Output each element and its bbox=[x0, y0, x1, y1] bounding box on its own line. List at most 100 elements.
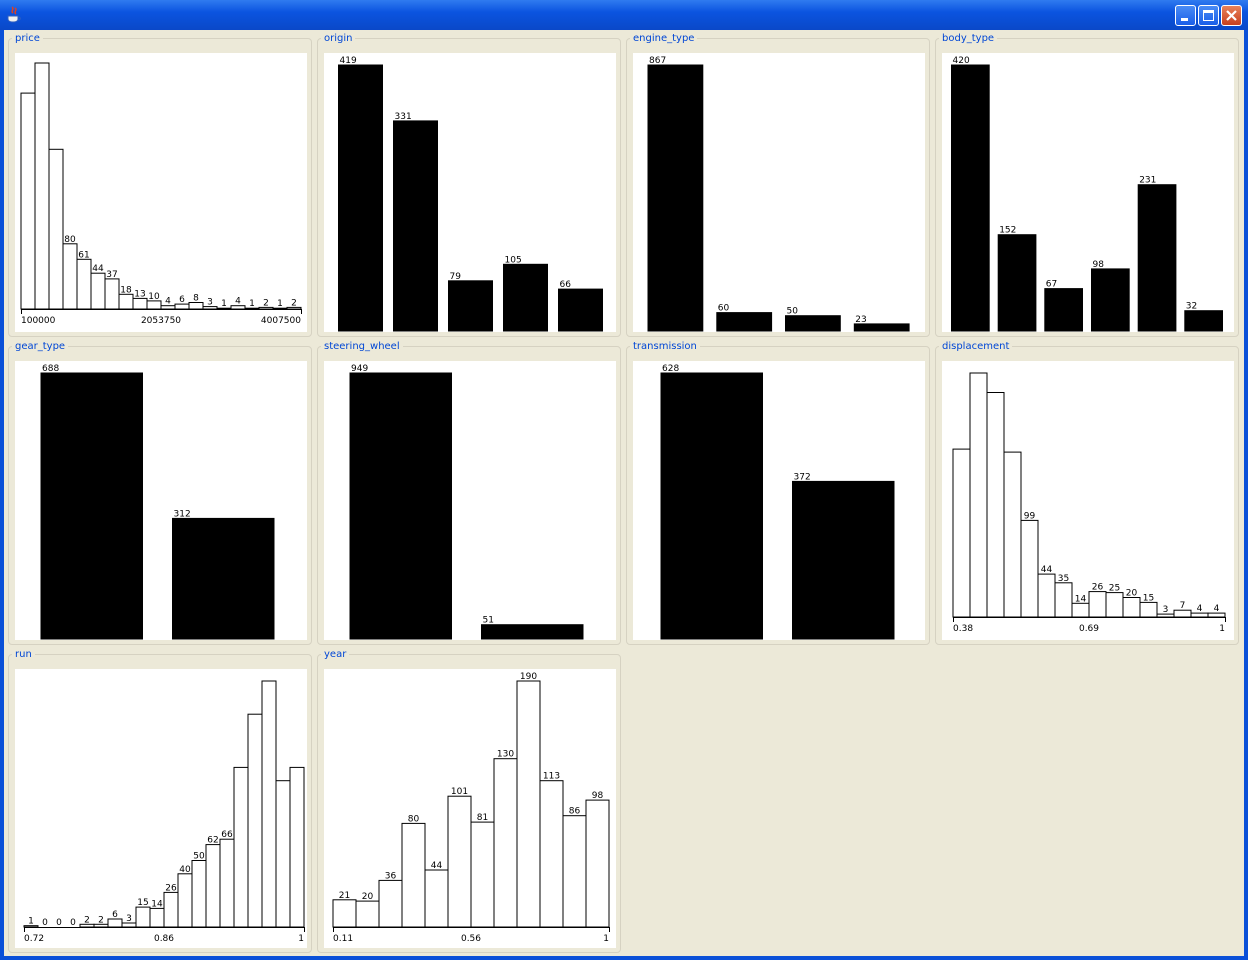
bar-engine_type-3 bbox=[853, 323, 910, 332]
maximize-icon bbox=[1203, 10, 1214, 21]
chart-steering-wheel: 949 51 bbox=[349, 364, 584, 640]
bar-origin-0 bbox=[338, 64, 383, 332]
bar-label-displacement-15: 4 bbox=[1214, 604, 1220, 614]
bar-displacement-7 bbox=[1071, 602, 1090, 618]
bar-label-price-9: 10 bbox=[148, 292, 160, 302]
bar-label-gear_type-1: 312 bbox=[174, 509, 191, 519]
bar-label-displacement-10: 20 bbox=[1126, 589, 1138, 599]
chart-year: 21 20 36 80 44 101 81 130 190 113 86 98 0.11 0.56 1 bbox=[332, 672, 610, 944]
panel-title-price: price bbox=[12, 32, 43, 45]
panel-title-engine-type: engine_type bbox=[630, 32, 698, 45]
bar-run-9 bbox=[149, 907, 165, 928]
x-tick-label-run-2: 1 bbox=[298, 934, 304, 944]
bar-label-run-3: 0 bbox=[70, 918, 76, 928]
bar-label-displacement-6: 35 bbox=[1058, 574, 1069, 584]
minimize-button[interactable] bbox=[1175, 5, 1196, 26]
x-tick-label-price-0: 100000 bbox=[21, 316, 56, 326]
bar-body_type-4 bbox=[1137, 184, 1177, 332]
bar-label-price-7: 18 bbox=[120, 285, 132, 295]
bar-body_type-1 bbox=[997, 234, 1037, 332]
bar-label-displacement-5: 44 bbox=[1041, 565, 1053, 575]
bar-label-displacement-11: 15 bbox=[1143, 593, 1154, 603]
bar-displacement-6 bbox=[1054, 582, 1073, 618]
bar-run-12 bbox=[191, 860, 207, 928]
panel-title-run: run bbox=[12, 648, 35, 661]
java-cup-icon bbox=[7, 6, 21, 23]
panel-steering-wheel: steering_wheel 949 51 bbox=[317, 340, 621, 645]
bar-label-body_type-1: 152 bbox=[999, 226, 1016, 236]
bar-year-1 bbox=[355, 900, 380, 928]
bar-label-price-16: 1 bbox=[249, 299, 255, 309]
panel-body-type: body_type 420 152 67 98 231 32 bbox=[935, 32, 1239, 337]
maximize-button[interactable] bbox=[1198, 5, 1219, 26]
bar-transmission-0 bbox=[660, 372, 763, 640]
bar-label-displacement-8: 26 bbox=[1092, 583, 1104, 593]
bar-run-11 bbox=[177, 873, 193, 928]
panel-gear-type: gear_type 688 312 bbox=[8, 340, 312, 645]
bar-label-gear_type-0: 688 bbox=[42, 364, 59, 374]
bar-engine_type-1 bbox=[716, 312, 773, 332]
x-tick-label-run-1: 0.86 bbox=[154, 934, 174, 944]
bar-label-run-14: 66 bbox=[221, 830, 233, 840]
bar-label-displacement-4: 99 bbox=[1024, 511, 1036, 521]
bar-label-price-4: 61 bbox=[78, 250, 89, 260]
bar-label-year-3: 80 bbox=[408, 814, 420, 824]
panel-run: run 1 0 0 0 2 2 6 3 15 14 26 40 50 62 66 0.72 0.86 1 bbox=[8, 648, 312, 953]
bar-label-price-10: 4 bbox=[165, 297, 171, 307]
bar-displacement-8 bbox=[1088, 591, 1107, 618]
x-tick-label-year-1: 0.56 bbox=[461, 934, 481, 944]
panel-price: price 80 61 44 37 18 13 10 4 6 8 3 1 4 1 2 1 2 100000 2053… bbox=[8, 32, 312, 337]
bar-label-price-5: 44 bbox=[92, 264, 104, 274]
bar-label-origin-4: 66 bbox=[560, 280, 572, 290]
bar-displacement-11 bbox=[1139, 601, 1158, 618]
bar-price-8 bbox=[132, 297, 148, 310]
bar-label-year-5: 101 bbox=[451, 787, 468, 797]
bar-run-13 bbox=[205, 844, 221, 928]
bar-label-run-4: 2 bbox=[84, 915, 90, 925]
bar-label-year-0: 21 bbox=[339, 891, 350, 901]
bar-label-run-0: 1 bbox=[28, 917, 34, 927]
plot-year: 21 20 36 80 44 101 81 130 190 113 86 98 0.11 0.56 1 bbox=[324, 669, 616, 948]
bar-label-body_type-5: 32 bbox=[1186, 302, 1197, 312]
bar-label-run-12: 50 bbox=[193, 852, 205, 862]
bar-label-year-2: 36 bbox=[385, 871, 397, 881]
bar-body_type-5 bbox=[1184, 310, 1224, 332]
bar-label-displacement-13: 7 bbox=[1180, 601, 1186, 611]
bar-year-11 bbox=[585, 799, 610, 928]
plot-gear-type: 688 312 bbox=[15, 361, 307, 640]
bar-year-10 bbox=[562, 815, 587, 928]
x-tick-label-displacement-2: 1 bbox=[1219, 624, 1225, 634]
bar-label-body_type-0: 420 bbox=[953, 56, 970, 66]
bar-label-engine_type-1: 60 bbox=[718, 304, 730, 314]
chart-gear-type: 688 312 bbox=[40, 364, 275, 640]
close-button[interactable] bbox=[1221, 5, 1242, 26]
plot-displacement: 99 44 35 14 26 25 20 15 3 7 4 4 0.38 0.69 1 bbox=[942, 361, 1234, 640]
bar-label-body_type-3: 98 bbox=[1093, 260, 1105, 270]
bar-origin-4 bbox=[558, 288, 603, 332]
minimize-icon bbox=[1181, 18, 1188, 21]
bar-label-run-2: 0 bbox=[56, 918, 62, 928]
bar-label-year-1: 20 bbox=[362, 892, 374, 902]
bar-label-run-10: 26 bbox=[165, 883, 177, 893]
bar-label-engine_type-0: 867 bbox=[649, 56, 666, 66]
panel-title-gear-type: gear_type bbox=[12, 340, 69, 353]
bar-run-17 bbox=[261, 680, 277, 928]
bar-label-run-6: 6 bbox=[112, 910, 118, 920]
bar-origin-1 bbox=[393, 120, 438, 332]
x-tick-label-year-0: 0.11 bbox=[333, 934, 353, 944]
bar-price-1 bbox=[34, 62, 50, 310]
title-bar[interactable] bbox=[0, 0, 1248, 30]
bar-price-5 bbox=[90, 272, 106, 310]
bar-year-3 bbox=[401, 822, 426, 928]
bar-label-run-1: 0 bbox=[42, 918, 48, 928]
bar-label-price-13: 3 bbox=[207, 298, 213, 308]
bar-steering_wheel-1 bbox=[481, 624, 584, 640]
plot-origin: 419 331 79 105 66 bbox=[324, 53, 616, 332]
bar-transmission-1 bbox=[792, 480, 895, 640]
bar-label-price-11: 6 bbox=[179, 295, 185, 305]
bar-run-18 bbox=[275, 780, 291, 928]
bar-year-7 bbox=[493, 758, 518, 928]
bar-label-displacement-7: 14 bbox=[1075, 594, 1087, 604]
panel-transmission: transmission 628 372 bbox=[626, 340, 930, 645]
